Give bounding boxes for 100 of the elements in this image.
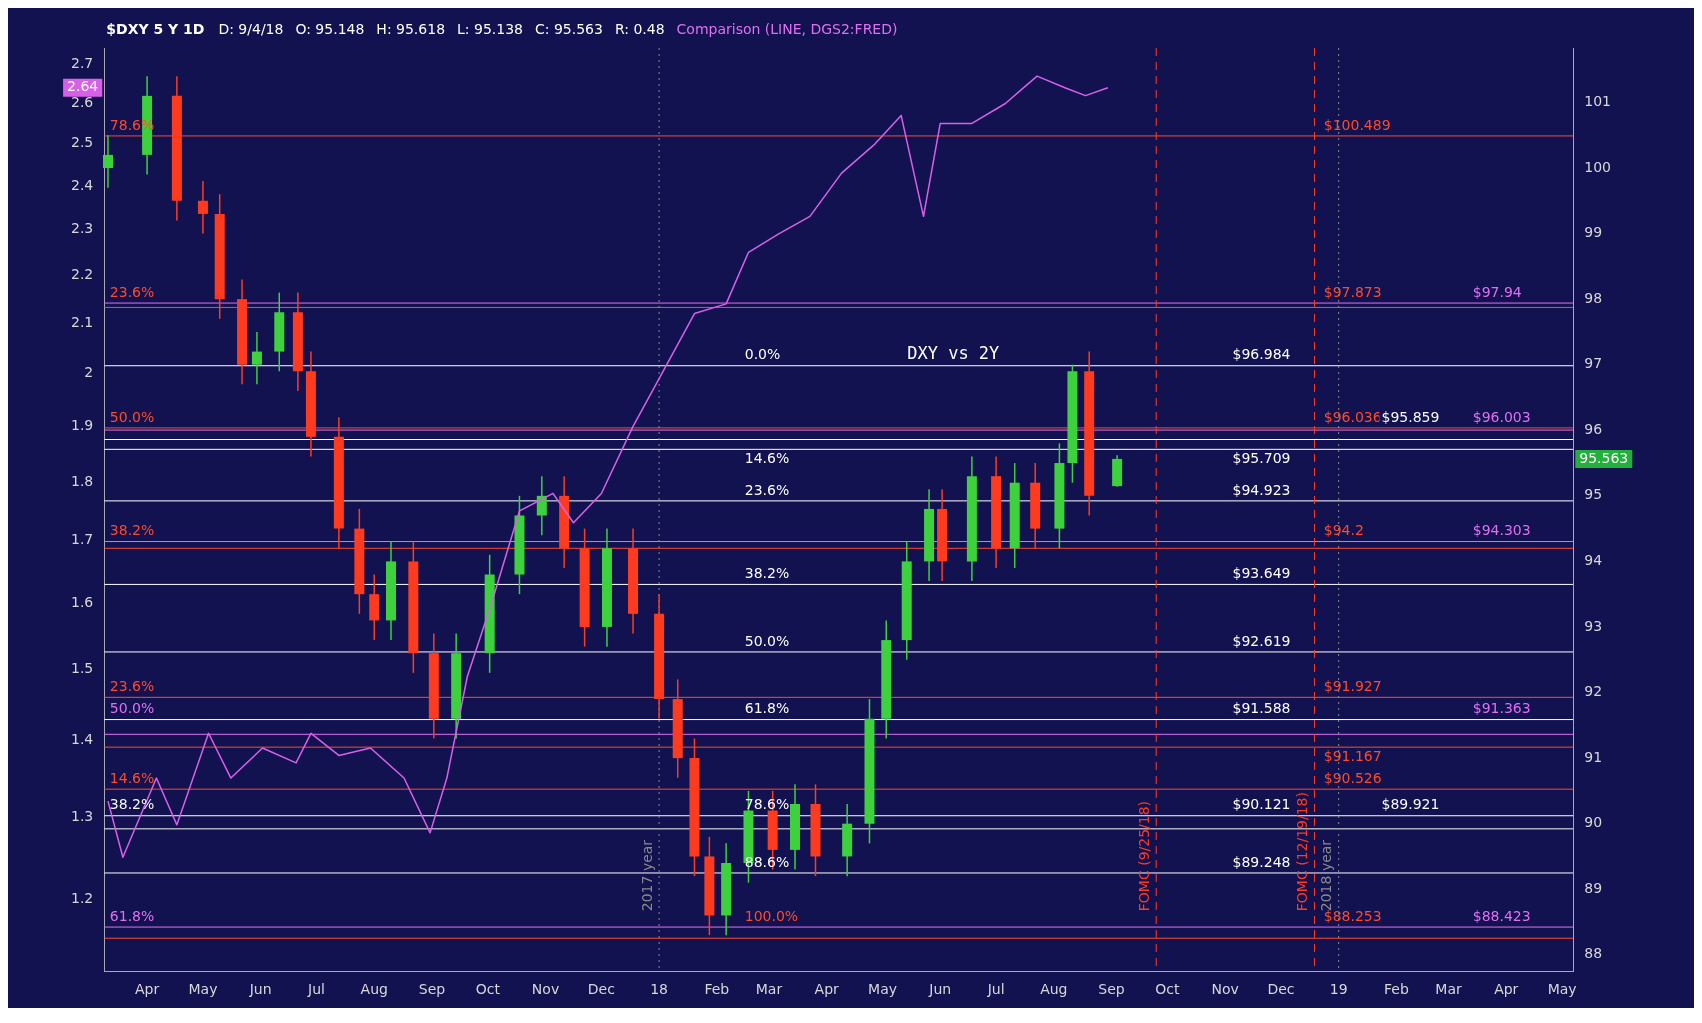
ref-line-label: $94.303 <box>1472 522 1531 539</box>
ref-line-label: $91.363 <box>1472 700 1531 717</box>
x-tick-label: May <box>868 981 897 998</box>
x-tick-label: Dec <box>587 981 615 998</box>
y2-tick-label: 2.1 <box>71 313 94 330</box>
x-tick-label: Feb <box>1384 981 1409 998</box>
y-tick-label: 100 <box>1584 158 1612 175</box>
x-tick-label: Sep <box>418 981 446 998</box>
annotation: 23.6% <box>109 283 155 300</box>
y-tick-label: 92 <box>1584 683 1603 700</box>
text: DXY vs 2Y <box>907 343 1000 364</box>
x-tick-label: Sep <box>1098 981 1125 998</box>
x-tick-label: Mar <box>755 981 783 998</box>
y2-tick-label: 1.4 <box>71 731 94 748</box>
annotation: 38.2% <box>109 522 155 539</box>
y-tick-label: 90 <box>1584 814 1603 831</box>
y2-tick-label: 2.7 <box>71 55 94 72</box>
ref-line-label: $95.859 <box>1381 408 1440 425</box>
ref-line-label: $94.2 <box>1323 522 1364 539</box>
y2-tick-label: 2.6 <box>71 94 94 111</box>
ref-line-label: $88.423 <box>1472 907 1531 924</box>
ref-line-label: $94.923 <box>1232 481 1291 498</box>
ref-line-label: $97.873 <box>1323 283 1382 300</box>
x-tick-label: Jun <box>928 981 952 998</box>
y-tick-label: 101 <box>1584 93 1612 110</box>
y2-tick-label: 1.8 <box>71 472 94 489</box>
ref-line-label: $90.526 <box>1323 769 1382 786</box>
ref-line-label: $90.121 <box>1232 796 1291 813</box>
y-tick-label: 88 <box>1584 945 1603 962</box>
x-tick-label: Jun <box>248 981 272 998</box>
x-tick-label: May <box>1547 981 1577 998</box>
x-tick-label: Oct <box>475 981 501 998</box>
text: C: 95.563 <box>534 20 603 37</box>
ref-line-label: $97.94 <box>1472 283 1522 300</box>
ref-line-label: FOMC (9/25/18) <box>1135 800 1152 912</box>
annotation: 50.0% <box>744 632 790 649</box>
x-tick-label: May <box>188 981 218 998</box>
candlestick <box>102 134 113 189</box>
ref-line-label: $89.248 <box>1232 853 1291 870</box>
x-tick-label: Oct <box>1155 981 1180 998</box>
ref-line-label: $91.167 <box>1323 747 1382 764</box>
y-tick-label: 97 <box>1584 355 1603 372</box>
x-tick-label: Apr <box>814 981 840 998</box>
x-tick-label: Nov <box>531 981 560 998</box>
annotation: 0.0% <box>744 346 781 363</box>
x-tick-label: 18 <box>650 981 669 998</box>
candlestick <box>536 475 547 536</box>
candlestick <box>251 331 262 386</box>
x-tick-label: Apr <box>134 981 160 998</box>
annotation: 50.0% <box>109 700 155 717</box>
text: 2.64 <box>67 78 99 95</box>
x-tick-label: Apr <box>1494 981 1519 998</box>
ref-line-label: $95.709 <box>1232 449 1291 466</box>
y-tick-label: 96 <box>1584 420 1603 437</box>
ref-line-label: $93.649 <box>1232 565 1291 582</box>
annotation: 14.6% <box>109 769 155 786</box>
annotation: 14.6% <box>744 449 790 466</box>
y2-tick-label: 1.7 <box>71 531 94 548</box>
ref-line-label: $92.619 <box>1232 632 1291 649</box>
y2-tick-label: 1.3 <box>71 807 94 824</box>
ref-line-label: $96.036 <box>1323 408 1382 425</box>
y2-tick-label: 2.4 <box>71 176 94 193</box>
y2-tick-label: 2.3 <box>71 220 94 237</box>
annotation: 38.2% <box>744 565 790 582</box>
x-tick-label: Aug <box>360 981 388 998</box>
chart-title: $DXY 5 Y 1D <box>106 20 205 37</box>
y-tick-label: 91 <box>1584 748 1603 765</box>
x-tick-label: Dec <box>1267 981 1295 998</box>
ref-line-label: $89.921 <box>1381 796 1440 813</box>
annotation: 61.8% <box>109 907 155 924</box>
x-tick-label: Jul <box>986 981 1005 998</box>
y2-tick-label: 1.6 <box>71 593 94 610</box>
y-tick-label: 95 <box>1584 486 1603 503</box>
annotation: 100.0% <box>744 907 799 924</box>
y2-tick-label: 2 <box>84 364 94 381</box>
x-tick-label: Mar <box>1435 981 1462 998</box>
text: D: 9/4/18 <box>218 20 284 37</box>
y-tick-label: 93 <box>1584 617 1603 634</box>
text: O: 95.148 <box>295 20 365 37</box>
ref-line-label: FOMC (12/19/18) <box>1294 792 1311 912</box>
annotation: 23.6% <box>744 481 790 498</box>
y-tick-label: 89 <box>1584 879 1603 896</box>
y2-tick-label: 1.9 <box>71 416 94 433</box>
text: H: 95.618 <box>376 20 446 37</box>
y-tick-label: 94 <box>1584 552 1603 569</box>
y2-tick-label: 2.2 <box>71 266 94 283</box>
annotation: 50.0% <box>109 408 155 425</box>
x-tick-label: Nov <box>1211 981 1239 998</box>
text: R: 0.48 <box>614 20 665 37</box>
annotation: 61.8% <box>744 700 790 717</box>
ref-line-label: $100.489 <box>1323 116 1391 133</box>
text: Comparison (LINE, DGS2:FRED) <box>676 20 898 37</box>
candlestick <box>197 180 208 235</box>
x-tick-label: Feb <box>704 981 730 998</box>
text: L: 95.138 <box>457 20 523 37</box>
y2-tick-label: 1.2 <box>71 889 94 906</box>
x-tick-label: Jul <box>307 981 325 998</box>
x-tick-label: Aug <box>1040 981 1068 998</box>
y-tick-label: 98 <box>1584 289 1603 306</box>
text: 95.563 <box>1579 449 1629 466</box>
